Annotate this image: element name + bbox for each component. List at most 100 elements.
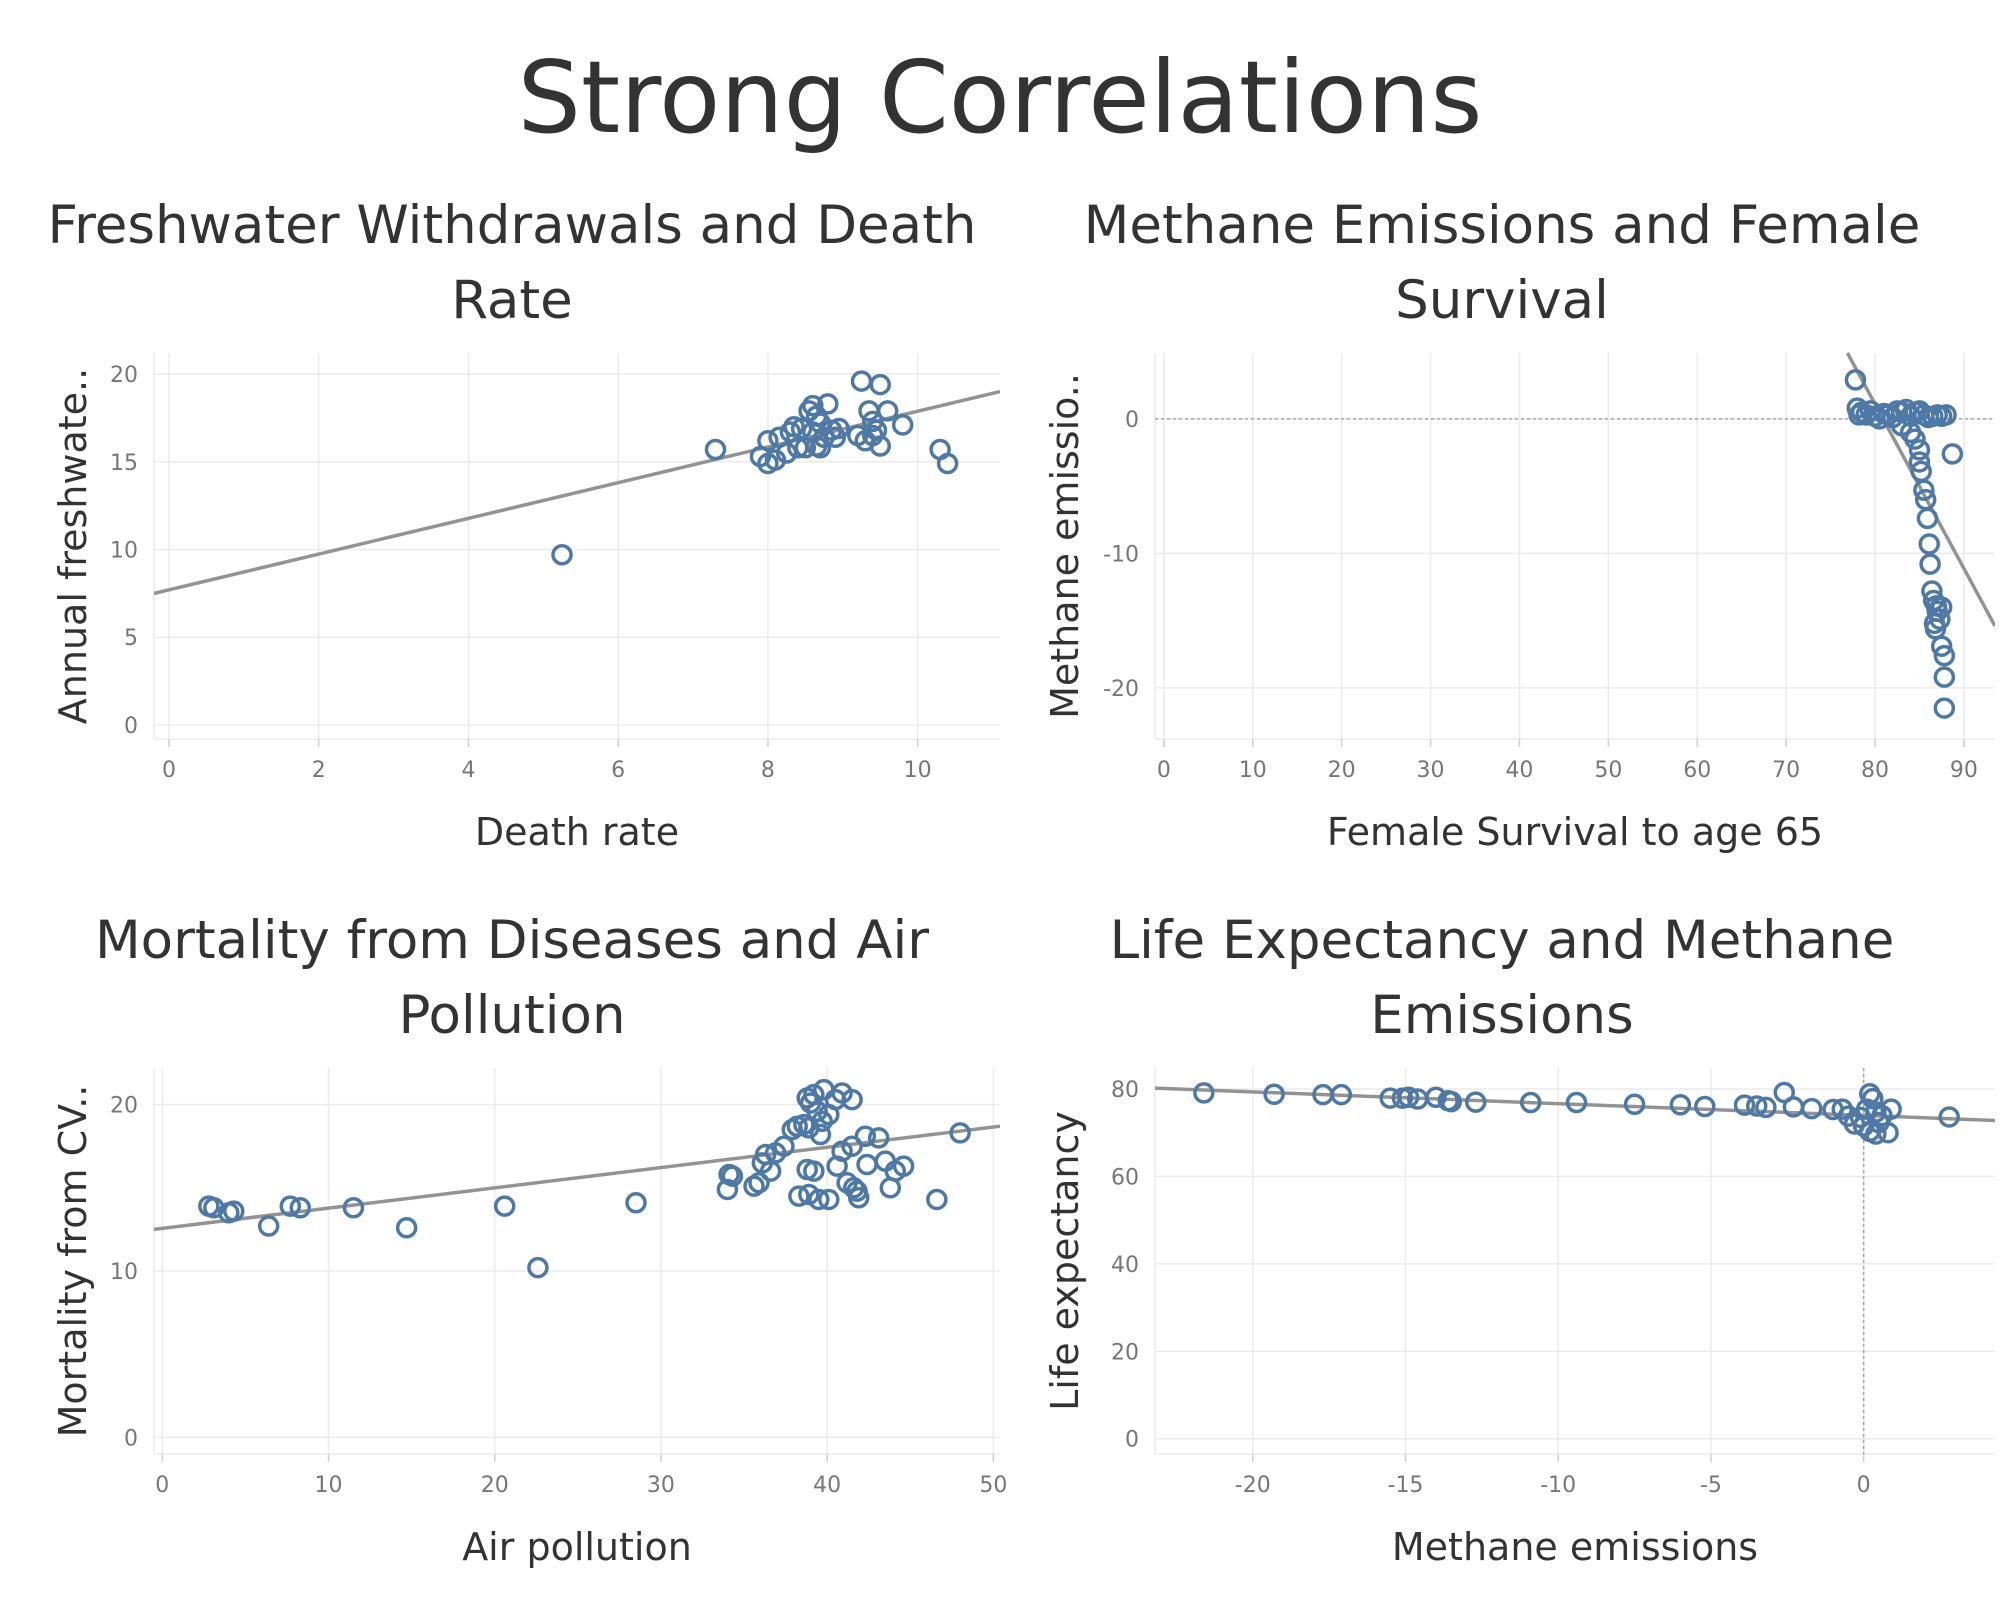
scatter-point[interactable]	[1908, 451, 1931, 473]
scatter-point[interactable]	[936, 452, 959, 475]
scatter-point[interactable]	[1623, 1093, 1646, 1116]
scatter-point[interactable]	[841, 1135, 863, 1157]
scatter-point[interactable]	[1908, 439, 1931, 461]
scatter-point[interactable]	[1933, 697, 1956, 719]
scatter-point[interactable]	[1880, 1098, 1902, 1120]
scatter-point[interactable]	[802, 394, 824, 417]
scatter-point[interactable]	[257, 1215, 280, 1237]
x-tick-label: 6	[611, 758, 625, 783]
scatter-point[interactable]	[748, 1172, 770, 1194]
scatter-point[interactable]	[892, 1155, 915, 1177]
scatter-point[interactable]	[342, 1197, 365, 1219]
x-axis-label: Methane emissions	[1392, 1525, 1758, 1569]
scatter-point[interactable]	[1930, 596, 1953, 618]
scatter-point[interactable]	[1918, 533, 1940, 555]
scatter-point[interactable]	[1330, 1083, 1353, 1106]
scatter-point[interactable]	[809, 412, 832, 434]
scatter-point[interactable]	[1919, 553, 1941, 575]
scatter-point[interactable]	[704, 438, 727, 461]
chart-title-line: Mortality from Diseases and Air	[95, 910, 929, 971]
x-tick-label: 8	[761, 758, 775, 783]
scatter-point[interactable]	[527, 1256, 549, 1279]
scatter-point[interactable]	[757, 429, 779, 452]
scatter-point[interactable]	[493, 1195, 516, 1217]
scatter-point[interactable]	[1565, 1091, 1588, 1114]
scatter-point[interactable]	[847, 1187, 870, 1209]
y-tick-label: 20	[1111, 1340, 1139, 1365]
scatter-point[interactable]	[1733, 1094, 1756, 1116]
scatter-point[interactable]	[828, 417, 850, 440]
scatter-point[interactable]	[788, 1185, 810, 1207]
scatter-point[interactable]	[223, 1200, 245, 1222]
scatter-point[interactable]	[1519, 1091, 1542, 1114]
scatter-point[interactable]	[1933, 644, 1956, 667]
x-tick-label: 0	[1857, 1473, 1871, 1498]
dashboard-title: Strong Correlations	[517, 39, 1483, 156]
scatter-point[interactable]	[1868, 1111, 1890, 1134]
scatter-point[interactable]	[625, 1192, 647, 1214]
scatter-point[interactable]	[721, 1165, 744, 1187]
scatter-point[interactable]	[1916, 507, 1939, 530]
scatter-point[interactable]	[773, 1135, 795, 1157]
scatter-point[interactable]	[854, 1125, 877, 1147]
scatter-point[interactable]	[1930, 635, 1953, 657]
scatter-point[interactable]	[1669, 1093, 1692, 1116]
scatter-point[interactable]	[1193, 1082, 1215, 1104]
scatter-point[interactable]	[809, 1123, 832, 1146]
chart-title-line: Pollution	[398, 985, 625, 1046]
y-axis-label: Annual freshwate..	[51, 368, 95, 724]
scatter-point[interactable]	[1397, 1086, 1420, 1109]
scatter-point[interactable]	[775, 442, 798, 464]
scatter-point[interactable]	[1745, 1095, 1768, 1117]
scatter-point[interactable]	[891, 414, 914, 436]
scatter-point[interactable]	[1941, 443, 1964, 465]
scatter-point[interactable]	[1263, 1083, 1285, 1105]
x-tick-label: -10	[1540, 1473, 1576, 1498]
scatter-point[interactable]	[1935, 404, 1957, 426]
scatter-point[interactable]	[1933, 666, 1956, 688]
scatter-point[interactable]	[856, 1153, 878, 1176]
scatter-point[interactable]	[841, 1088, 863, 1111]
scatter-point[interactable]	[1755, 1096, 1777, 1119]
scatter-point[interactable]	[395, 1216, 418, 1239]
scatter-point[interactable]	[818, 1188, 840, 1211]
scatter-point[interactable]	[858, 400, 880, 422]
scatter-point[interactable]	[787, 436, 809, 459]
scatter-point[interactable]	[867, 1127, 890, 1149]
scatter-point[interactable]	[279, 1195, 302, 1217]
scatter-point[interactable]	[289, 1197, 312, 1219]
y-tick-label: -20	[1103, 677, 1139, 702]
scatter-point[interactable]	[876, 400, 899, 422]
scatter-point[interactable]	[1862, 1087, 1884, 1110]
scatter-point[interactable]	[1440, 1090, 1463, 1113]
scatter-point[interactable]	[551, 544, 573, 566]
scatter-point[interactable]	[842, 1177, 865, 1199]
scatter-point[interactable]	[1800, 1097, 1823, 1120]
scatter-point[interactable]	[1904, 428, 1926, 450]
y-axis-label: Life expectancy	[1043, 1111, 1087, 1411]
x-tick-label: 40	[1505, 758, 1533, 783]
scatter-point[interactable]	[861, 424, 884, 447]
scatter-point[interactable]	[808, 1188, 830, 1211]
y-tick-label: 80	[1111, 1078, 1139, 1103]
scatter-point[interactable]	[1938, 1106, 1960, 1128]
scatter-point[interactable]	[926, 1188, 948, 1211]
scatter-point[interactable]	[1913, 479, 1935, 501]
x-tick-label: 90	[1950, 758, 1978, 783]
scatter-point[interactable]	[817, 393, 839, 415]
scatter-point[interactable]	[806, 1100, 828, 1123]
scatter-point[interactable]	[1844, 369, 1867, 391]
scatter-point[interactable]	[869, 373, 891, 396]
scatter-point[interactable]	[811, 1110, 833, 1132]
scatter-point[interactable]	[1865, 1123, 1887, 1145]
scatter-point[interactable]	[716, 1178, 739, 1201]
x-tick-label: 40	[813, 1473, 841, 1498]
scatter-point[interactable]	[803, 1160, 825, 1182]
scatter-point[interactable]	[1464, 1091, 1487, 1113]
scatter-point[interactable]	[790, 417, 813, 440]
scatter-point[interactable]	[1694, 1095, 1716, 1118]
scatter-point[interactable]	[1848, 404, 1870, 426]
chart-title-line: Survival	[1395, 270, 1609, 331]
scatter-point[interactable]	[949, 1122, 971, 1144]
